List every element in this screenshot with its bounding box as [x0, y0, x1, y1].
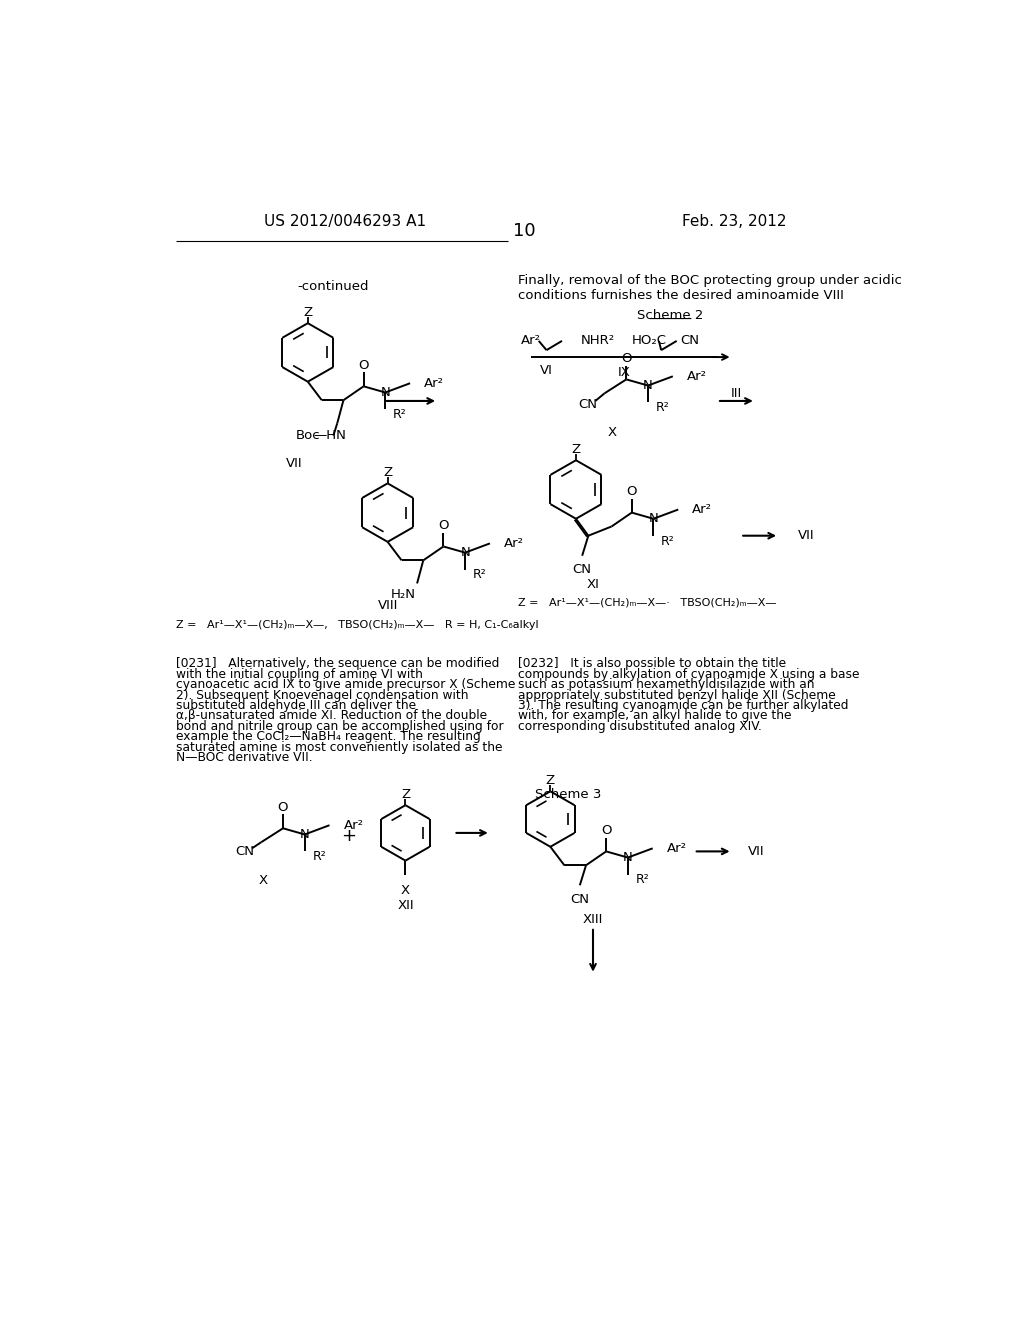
- Text: Ar²: Ar²: [521, 334, 541, 347]
- Text: R²: R²: [393, 408, 407, 421]
- Text: O: O: [622, 352, 632, 366]
- Text: 2). Subsequent Knoevenagel condensation with: 2). Subsequent Knoevenagel condensation …: [176, 689, 469, 701]
- Text: Ar²: Ar²: [343, 818, 364, 832]
- Text: X: X: [400, 884, 410, 896]
- Text: -continued: -continued: [298, 280, 369, 293]
- Text: Ar²: Ar²: [667, 842, 687, 855]
- Text: O: O: [278, 801, 288, 814]
- Text: corresponding disubstituted analog XIV.: corresponding disubstituted analog XIV.: [518, 719, 762, 733]
- Text: Ar²: Ar²: [504, 537, 524, 550]
- Text: Scheme 3: Scheme 3: [535, 788, 601, 801]
- Text: with the initial coupling of amine VI with: with the initial coupling of amine VI wi…: [176, 668, 423, 681]
- Text: O: O: [438, 519, 449, 532]
- Text: CN: CN: [572, 564, 592, 577]
- Text: with, for example, an alkyl halide to give the: with, for example, an alkyl halide to gi…: [518, 709, 792, 722]
- Text: VII: VII: [799, 529, 815, 543]
- Text: [0231]   Alternatively, the sequence can be modified: [0231] Alternatively, the sequence can b…: [176, 657, 500, 671]
- Text: substituted aldehyde III can deliver the: substituted aldehyde III can deliver the: [176, 700, 416, 711]
- Text: N: N: [648, 512, 658, 525]
- Text: Ar²: Ar²: [692, 503, 713, 516]
- Text: 10: 10: [513, 222, 537, 239]
- Text: CN: CN: [579, 399, 597, 412]
- Text: Z: Z: [546, 774, 555, 787]
- Text: bond and nitrile group can be accomplished using for: bond and nitrile group can be accomplish…: [176, 719, 504, 733]
- Text: R²: R²: [662, 535, 675, 548]
- Text: Z: Z: [400, 788, 410, 801]
- Text: O: O: [358, 359, 369, 372]
- Text: XIII: XIII: [583, 913, 603, 927]
- Text: appropriately substituted benzyl halide XII (Scheme: appropriately substituted benzyl halide …: [518, 689, 836, 701]
- Text: cyanoacetic acid IX to give amide precursor X (Scheme: cyanoacetic acid IX to give amide precur…: [176, 678, 515, 692]
- Text: N: N: [643, 379, 653, 392]
- Text: IX: IX: [617, 367, 631, 379]
- Text: VI: VI: [540, 364, 553, 378]
- Text: Z =   Ar¹—X¹—(CH₂)ₘ—X—·   TBSO(CH₂)ₘ—X—: Z = Ar¹—X¹—(CH₂)ₘ—X—· TBSO(CH₂)ₘ—X—: [518, 597, 776, 607]
- Text: [0232]   It is also possible to obtain the title: [0232] It is also possible to obtain the…: [518, 657, 786, 671]
- Text: compounds by alkylation of cyanoamide X using a base: compounds by alkylation of cyanoamide X …: [518, 668, 859, 681]
- Text: NHR²: NHR²: [581, 334, 614, 347]
- Text: N: N: [460, 546, 470, 560]
- Text: III: III: [731, 387, 742, 400]
- Text: α,β-unsaturated amide XI. Reduction of the double: α,β-unsaturated amide XI. Reduction of t…: [176, 709, 487, 722]
- Text: X: X: [608, 425, 616, 438]
- Text: N: N: [381, 385, 390, 399]
- Text: XII: XII: [397, 899, 414, 912]
- Text: N: N: [300, 828, 309, 841]
- Text: Z =   Ar¹—X¹—(CH₂)ₘ—X—,   TBSO(CH₂)ₘ—X—   R = H, C₁-C₆alkyl: Z = Ar¹—X¹—(CH₂)ₘ—X—, TBSO(CH₂)ₘ—X— R = …: [176, 620, 539, 631]
- Text: O: O: [601, 824, 611, 837]
- Text: N—BOC derivative VII.: N—BOC derivative VII.: [176, 751, 312, 764]
- Text: CN: CN: [570, 892, 590, 906]
- Text: Finally, removal of the BOC protecting group under acidic
conditions furnishes t: Finally, removal of the BOC protecting g…: [518, 275, 902, 302]
- Text: N: N: [623, 851, 633, 865]
- Text: —HN: —HN: [313, 429, 346, 442]
- Text: Z: Z: [571, 444, 581, 455]
- Text: Ar²: Ar²: [424, 376, 444, 389]
- Text: CN: CN: [234, 845, 254, 858]
- Text: such as potassium hexamethyldisilazide with an: such as potassium hexamethyldisilazide w…: [518, 678, 814, 692]
- Text: R²: R²: [473, 569, 486, 582]
- Text: R²: R²: [312, 850, 327, 863]
- Text: +: +: [341, 828, 356, 845]
- Text: R²: R²: [636, 874, 649, 887]
- Text: saturated amine is most conveniently isolated as the: saturated amine is most conveniently iso…: [176, 741, 503, 754]
- Text: Z: Z: [303, 306, 312, 319]
- Text: example the CoCl₂—NaBH₄ reagent. The resulting: example the CoCl₂—NaBH₄ reagent. The res…: [176, 730, 481, 743]
- Text: CN: CN: [681, 334, 699, 347]
- Text: Scheme 2: Scheme 2: [637, 309, 703, 322]
- Text: O: O: [627, 486, 637, 499]
- Text: HO₂C: HO₂C: [632, 334, 667, 347]
- Text: Z: Z: [383, 466, 392, 479]
- Text: 3). The resulting cyanoamide can be further alkylated: 3). The resulting cyanoamide can be furt…: [518, 700, 848, 711]
- Text: Boc: Boc: [296, 429, 321, 442]
- Text: VII: VII: [748, 845, 765, 858]
- Text: VII: VII: [287, 457, 303, 470]
- Text: Feb. 23, 2012: Feb. 23, 2012: [682, 214, 786, 228]
- Text: R²: R²: [655, 401, 670, 414]
- Text: US 2012/0046293 A1: US 2012/0046293 A1: [263, 214, 426, 228]
- Text: H₂N: H₂N: [390, 587, 416, 601]
- Text: Ar²: Ar²: [687, 370, 707, 383]
- Text: VIII: VIII: [378, 599, 397, 612]
- Text: XI: XI: [587, 578, 599, 591]
- Text: X: X: [259, 874, 268, 887]
